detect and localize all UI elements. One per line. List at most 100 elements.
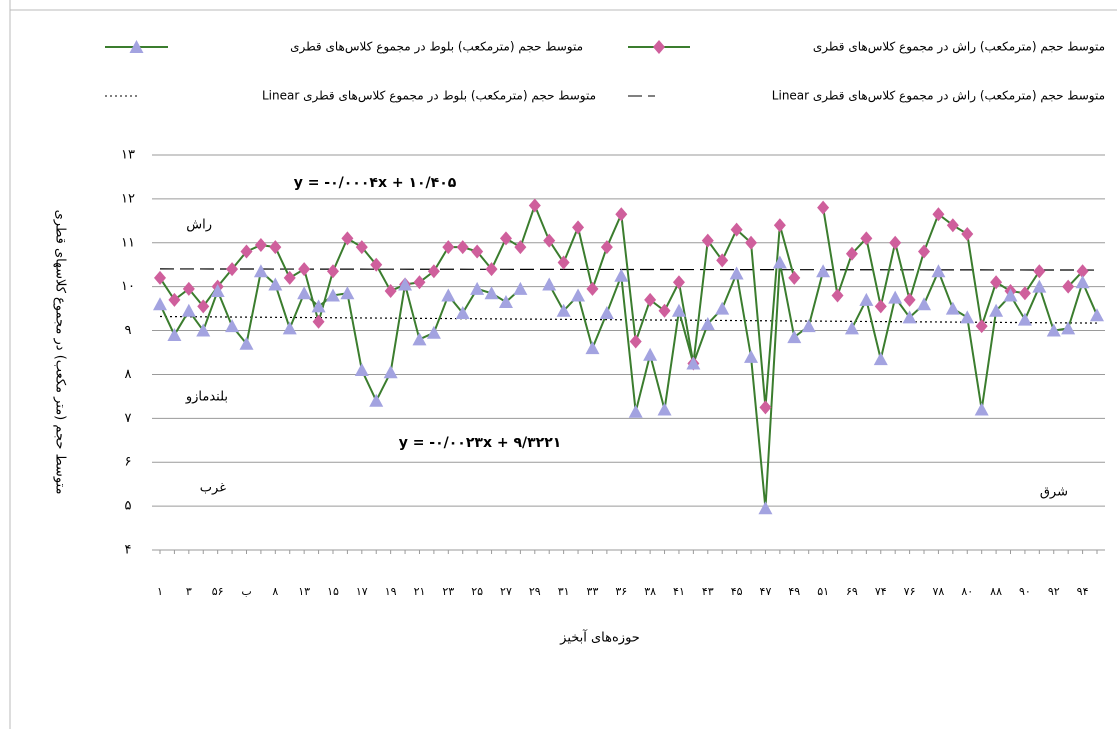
marker [471,244,484,259]
marker [485,262,498,277]
marker [585,341,600,355]
marker [658,303,671,318]
legend-label: متوسط حجم (مترمکعب) راش در مجموع کلاس‌ها… [813,40,1105,55]
marker [226,262,239,277]
marker [168,292,181,307]
marker [398,277,413,291]
marker [990,275,1003,290]
marker [960,310,975,324]
marker [759,400,772,415]
marker [903,292,916,307]
marker [369,393,384,407]
marker [615,207,628,222]
y-tick-label: ۵ [125,499,132,514]
marker [498,295,513,309]
marker [325,288,340,302]
marker [354,363,369,377]
marker [456,240,469,255]
x-tick-label: ۲۱ [414,585,426,598]
marker [715,301,730,315]
marker [614,268,629,282]
trendline [159,315,1098,324]
marker [918,244,931,259]
legend-label: متوسط حجم (مترمکعب) بلوط در مجموع کلاس‌ه… [290,40,583,55]
marker [716,253,729,268]
legend-marker [129,40,144,53]
marker [931,264,946,278]
marker [268,277,283,291]
marker [153,297,167,311]
marker [1017,312,1032,326]
marker [1003,288,1018,302]
legend-marker [653,40,665,54]
marker [1061,321,1076,335]
marker [341,231,354,246]
marker [845,246,858,261]
x-axis-label: حوزه‌های آبخیز [559,629,640,646]
marker [1018,286,1031,301]
x-tick-label: ۱۹ [385,585,397,598]
marker [701,233,714,248]
marker [154,270,166,285]
x-tick-label: ۲۷ [500,585,512,598]
marker [253,264,268,278]
x-tick-label: ۷۶ [904,585,916,598]
marker [426,325,441,339]
marker [1090,308,1104,322]
marker [672,275,685,290]
marker [412,332,427,346]
annotation: غرب [200,481,226,496]
y-tick-label: ۹ [125,323,132,338]
marker [167,327,182,341]
x-tick-label: ۱۵ [327,585,339,598]
marker [196,323,211,337]
marker [384,284,397,299]
x-tick-label: ۲۳ [442,585,454,598]
marker [1033,264,1046,279]
marker [513,281,528,295]
marker [801,319,816,333]
x-tick-label: ۵۱ [817,585,829,598]
x-tick-label: ۸ [272,585,278,598]
marker [326,264,339,279]
marker [514,240,527,255]
marker [974,402,989,416]
marker [298,262,311,277]
marker [182,281,195,296]
marker [499,231,512,246]
x-tick-label: ۳ [186,585,192,598]
marker [441,288,456,302]
marker [197,299,210,314]
marker [773,218,786,233]
marker [225,319,240,333]
marker [427,264,440,279]
x-tick-label: ب [241,585,251,598]
marker [210,284,225,298]
marker [628,404,643,418]
marker [758,501,773,515]
x-tick-label: ۴۱ [673,585,685,598]
marker [269,240,282,255]
marker [470,281,485,295]
annotation: بلندمازو [185,390,228,405]
x-tick-label: ۷۴ [875,585,887,598]
marker [297,286,312,300]
marker [442,240,455,255]
marker [745,235,758,250]
marker [644,292,657,307]
marker [383,365,398,379]
marker [859,292,874,306]
marker [239,336,254,350]
marker [181,303,196,317]
y-tick-label: ۱۱ [121,235,135,250]
marker [600,240,613,255]
x-tick-label: ۹۴ [1077,585,1089,598]
marker [844,321,859,335]
x-tick-label: ۴۳ [702,585,714,598]
marker [355,240,368,255]
marker [932,207,945,222]
marker [312,314,325,329]
marker [989,303,1004,317]
x-tick-label: ۴۹ [788,585,800,598]
